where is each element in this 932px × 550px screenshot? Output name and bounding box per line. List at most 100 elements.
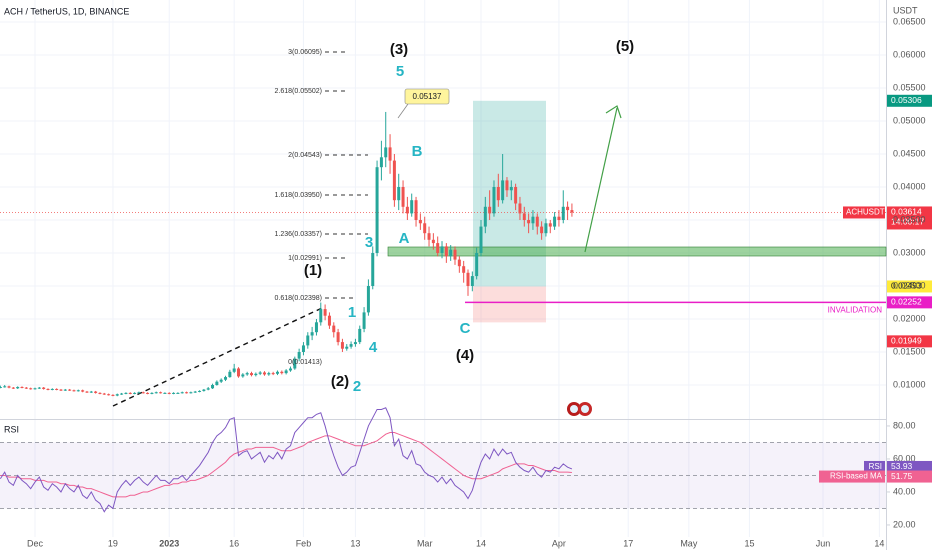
- wave-label: B: [412, 143, 423, 160]
- candle-body: [198, 390, 202, 392]
- trend-line: [112, 307, 323, 407]
- fib-label: 2.618(0.05502): [275, 88, 322, 95]
- grid: [0, 0, 886, 537]
- candle-body: [349, 344, 353, 347]
- candle-body: [466, 272, 470, 286]
- candle-body: [566, 206, 570, 211]
- candle-body: [332, 325, 336, 333]
- candle-body: [20, 386, 24, 388]
- candle-body: [388, 147, 392, 161]
- x-tick-label: 14: [874, 538, 884, 548]
- candle-body: [150, 392, 154, 394]
- candle-body: [206, 388, 210, 390]
- candle-body: [0, 386, 2, 388]
- fib-label: 1.236(0.03357): [275, 231, 322, 238]
- series-name: RSI: [869, 462, 882, 471]
- candle-body: [479, 226, 483, 253]
- fib-label: 0(0.01413): [288, 359, 322, 366]
- candle-body: [418, 219, 422, 224]
- candle-body: [327, 315, 331, 326]
- y-tick-label: 0.03000: [893, 247, 926, 257]
- wave-label: 4: [369, 339, 378, 356]
- candle-body: [141, 392, 145, 394]
- candle-body: [410, 200, 414, 214]
- wave-label: 3: [365, 234, 373, 251]
- wave-label: 5: [396, 63, 404, 80]
- candle-body: [557, 216, 561, 220]
- candle-body: [63, 389, 67, 391]
- candle-body: [358, 328, 362, 343]
- candle-body: [241, 374, 245, 377]
- x-tick-label: May: [680, 538, 698, 548]
- candle-body: [46, 388, 50, 390]
- fib-label: 0.618(0.02398): [275, 295, 322, 302]
- candle-body: [172, 392, 176, 394]
- candle-body: [401, 186, 405, 207]
- y-tick-label: 40.00: [893, 486, 916, 496]
- candle-body: [167, 392, 171, 394]
- wave-label: (5): [616, 38, 634, 55]
- price-tag: [887, 296, 932, 309]
- candle-body: [375, 167, 379, 253]
- wave-label: 1: [348, 304, 356, 321]
- value-tag: [887, 470, 932, 483]
- value-tag-label: 53.93: [891, 461, 913, 471]
- candle-body: [453, 249, 457, 260]
- candle-body: [163, 392, 167, 394]
- value-tag: [887, 460, 932, 473]
- rsi-pane: [0, 407, 890, 526]
- profit-zone: [473, 100, 546, 287]
- candle-body: [496, 186, 500, 201]
- y-tick-label: 0.02500: [893, 280, 926, 290]
- candle-body: [505, 180, 509, 191]
- candle-body: [431, 239, 435, 244]
- support-zone: [387, 246, 887, 257]
- projection-arrow: [584, 107, 618, 253]
- series-tag: [819, 470, 885, 483]
- candle-body: [483, 206, 487, 227]
- candle-body: [553, 216, 557, 227]
- candle-body: [379, 157, 383, 168]
- price-tag: [887, 206, 932, 230]
- candle-body: [405, 206, 409, 214]
- candle-body: [475, 252, 479, 277]
- candle-body: [509, 186, 513, 191]
- candle-body: [85, 391, 89, 393]
- candle-body: [81, 390, 85, 392]
- candle-body: [371, 252, 375, 286]
- candle-body: [72, 390, 76, 392]
- fib-dashes: [325, 51, 368, 299]
- y-tick-label: 60.00: [893, 453, 916, 463]
- candle-body: [293, 358, 297, 369]
- price-tag-label: 0.02252: [891, 297, 922, 307]
- price-tag-label: 0.03614: [891, 207, 922, 217]
- fib-label: 3(0.06095): [288, 49, 322, 56]
- series-name: RSI-based MA: [830, 472, 883, 481]
- rsi-line: [0, 432, 572, 498]
- candle-body: [232, 368, 236, 372]
- candle-body: [570, 210, 574, 213]
- invalidation-label: INVALIDATION: [828, 305, 883, 314]
- candle-body: [501, 180, 505, 201]
- x-tick-label: 2023: [159, 538, 179, 548]
- x-tick-label: 13: [350, 538, 360, 548]
- candle-body: [133, 392, 137, 394]
- candle-body: [219, 379, 223, 382]
- price-tag: [887, 335, 932, 348]
- x-tick-label: 16: [229, 538, 239, 548]
- candle-body: [254, 373, 258, 376]
- price-tag-label: 0.01949: [891, 336, 922, 346]
- candle-body: [306, 335, 310, 346]
- candle-body: [540, 226, 544, 234]
- candle-body: [271, 373, 275, 375]
- series-tag: [864, 460, 885, 473]
- candle-body: [535, 216, 539, 227]
- candle-body: [185, 392, 189, 394]
- candle-body: [297, 351, 301, 359]
- y-tick-label: 0.04500: [893, 148, 926, 158]
- arrow-head: [605, 105, 622, 119]
- candle-body: [444, 246, 448, 257]
- peak-label: 0.05137: [413, 92, 442, 101]
- candle-body: [275, 371, 279, 374]
- flag-icon: [567, 402, 592, 416]
